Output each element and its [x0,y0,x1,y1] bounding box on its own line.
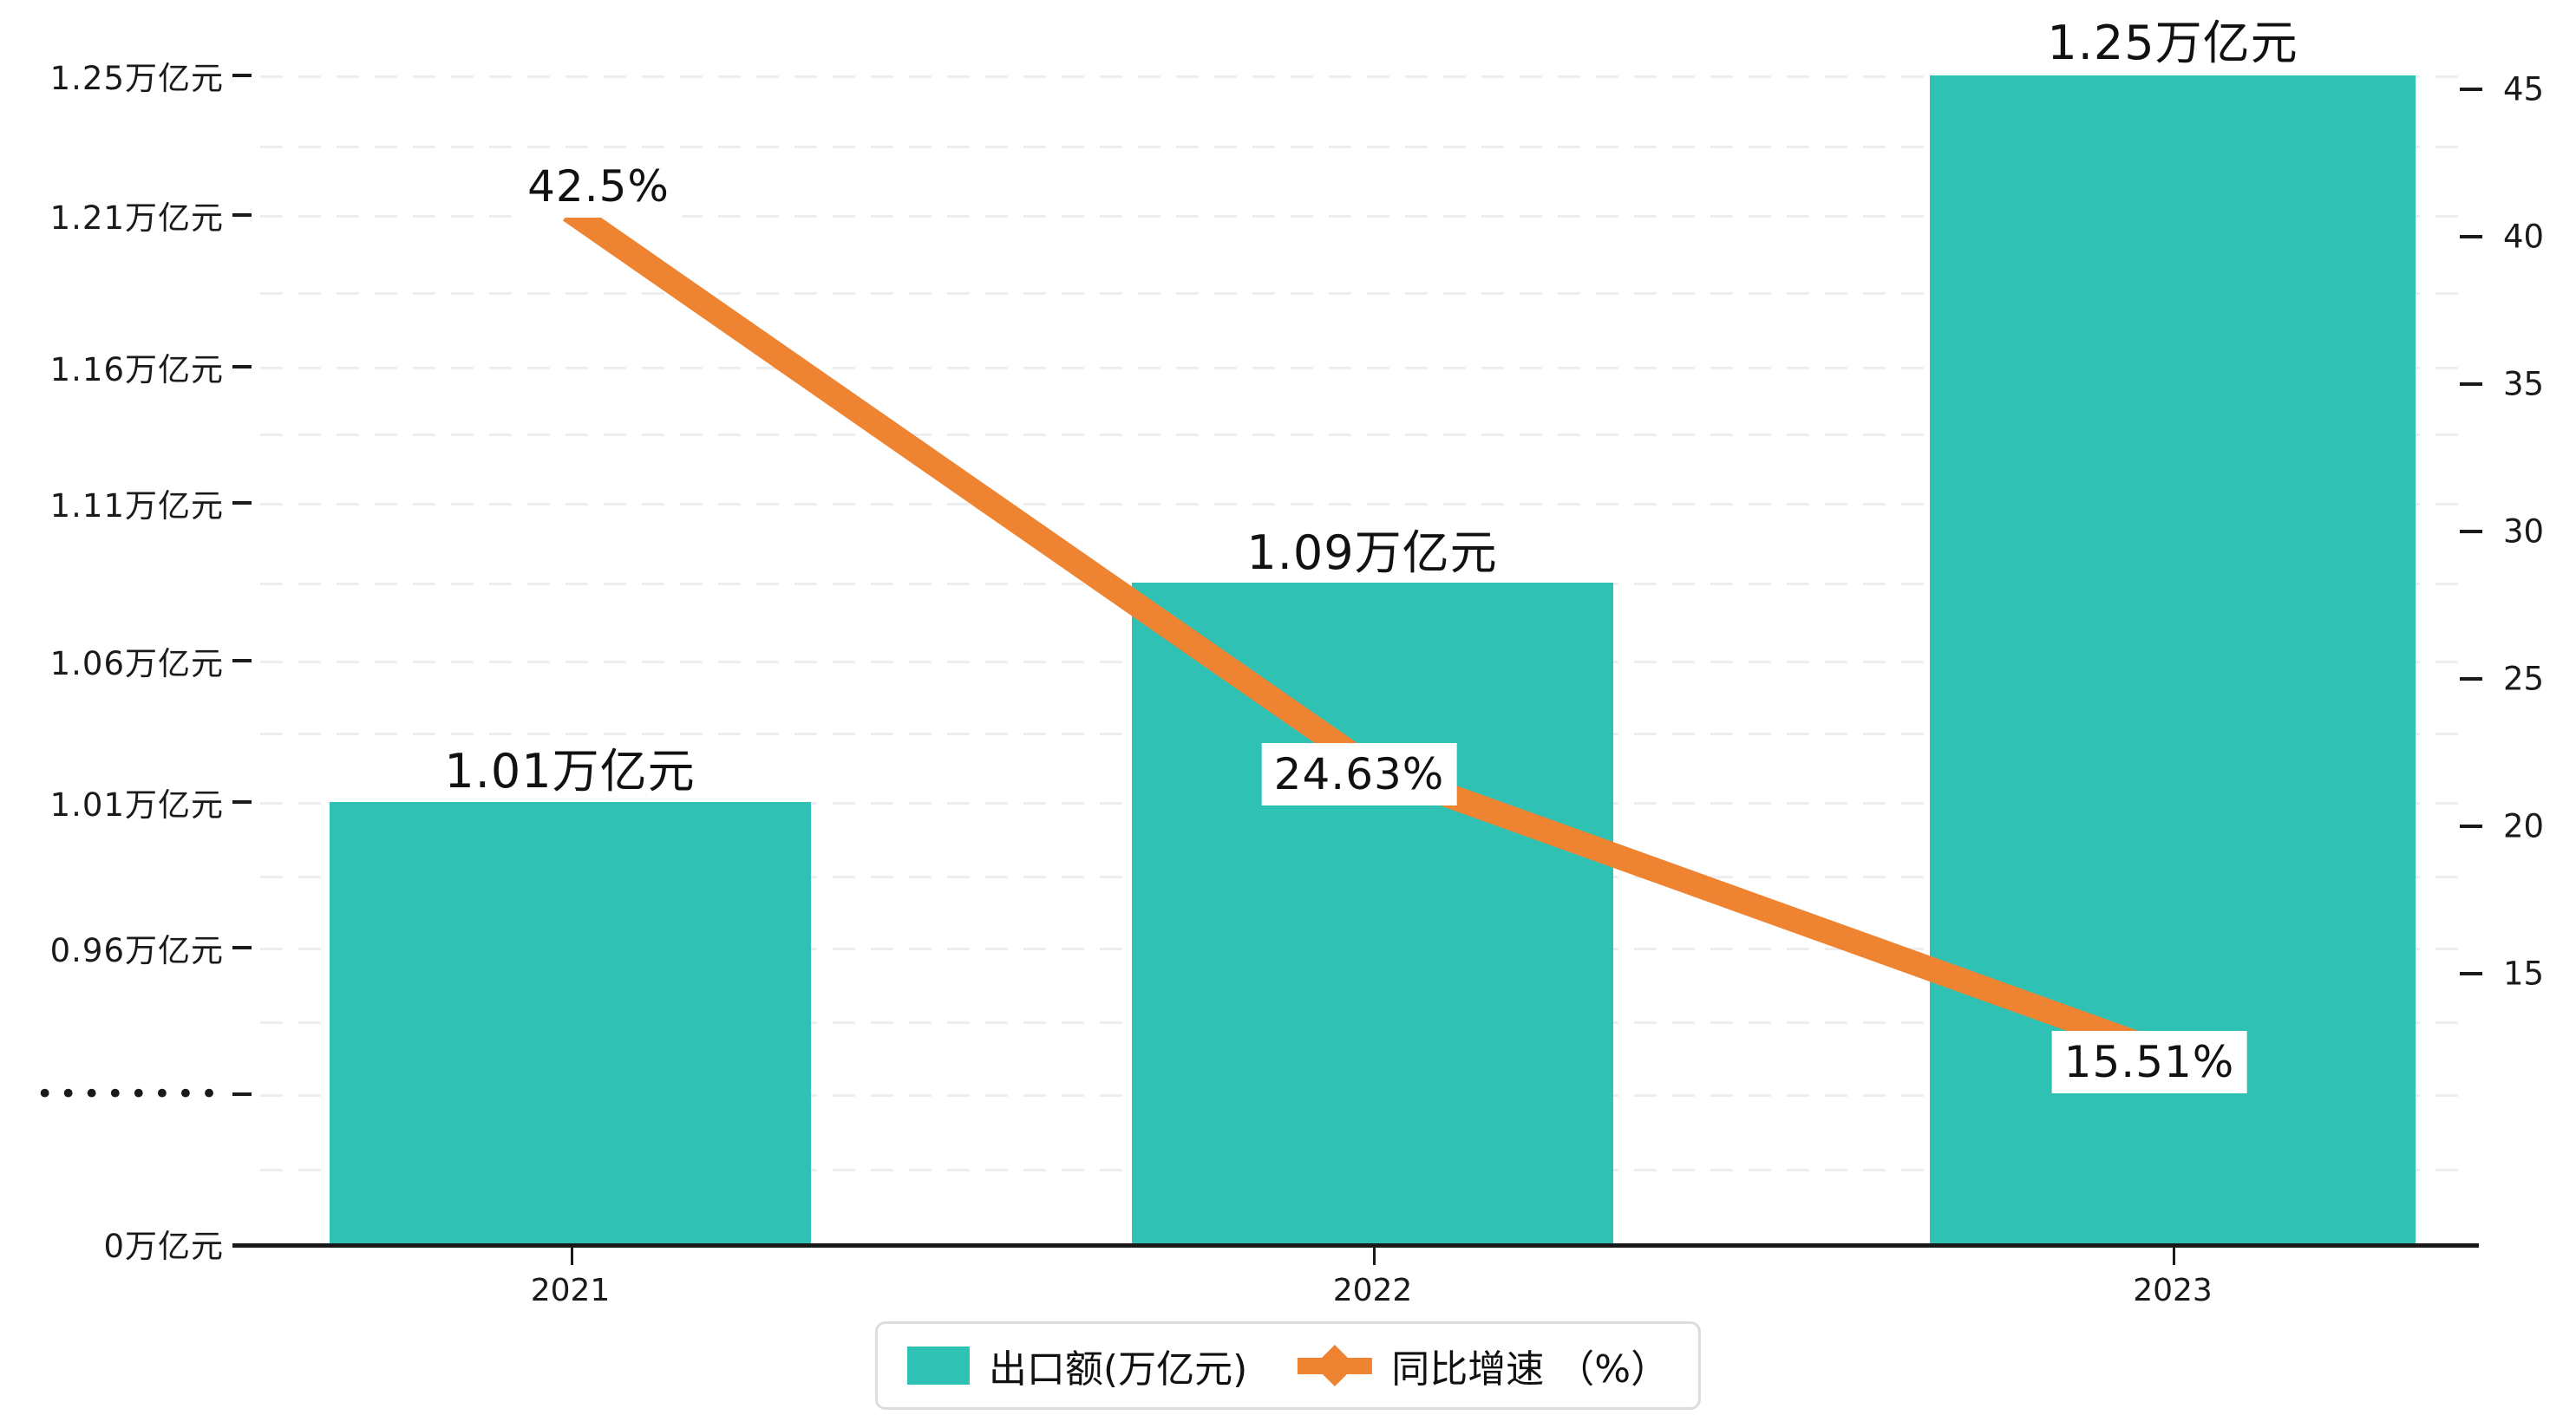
right-y-axis-tick-mark [2460,530,2482,533]
x-axis-tick-label: 2023 [2133,1273,2213,1308]
y-axis-tick-label: 1.01万亿元 [49,786,224,824]
right-y-axis-tick-label: 15 [2503,955,2545,993]
y-axis-tick-mark [232,365,252,368]
bar[interactable] [1132,583,1613,1243]
gridline [260,75,2467,78]
right-y-axis-tick-mark [2460,88,2482,91]
legend-line-diamond-marker-icon [1298,1344,1373,1387]
line-value-label: 15.51% [2051,1031,2247,1093]
x-axis-tick-label: 2021 [530,1273,611,1308]
bar-value-label: 1.01万亿元 [434,743,706,800]
right-y-axis-tick-label: 35 [2503,365,2545,403]
bar-value-label: 1.09万亿元 [1236,525,1508,582]
left-y-axis: 1.25万亿元 1.21万亿元 1.16万亿元 1.11万亿元 1.06万亿元 1.01万… [0,0,224,1415]
right-y-axis-tick-mark [2460,382,2482,386]
right-y-axis-tick-label: 20 [2503,807,2545,845]
y-axis-tick-label: 0.96万亿元 [49,932,224,969]
y-axis-tick-label: 1.06万亿元 [49,645,224,682]
y-axis-tick-label: 1.25万亿元 [49,60,224,97]
y-axis-tick-mark [232,501,252,505]
legend-item-label: 出口额(万亿元) [988,1347,1248,1392]
right-y-axis-tick-label: 40 [2503,218,2545,256]
y-axis-tick-mark [232,659,252,662]
y-axis-tick-mark [232,946,252,949]
right-y-axis: 45 40 35 30 25 20 15 [2455,0,2576,1415]
line-value-label: 42.5% [515,155,682,218]
x-axis-baseline [232,1243,2479,1248]
y-axis-tick-mark [232,74,252,77]
legend-item-line-series[interactable]: 同比增速 （%） [1298,1338,1669,1393]
x-axis-tick-mark [2173,1248,2175,1265]
legend-square-swatch-icon [906,1347,970,1385]
y-axis-tick-label: 1.21万亿元 [49,199,224,237]
right-y-axis-tick-mark [2460,677,2482,681]
right-y-axis-tick-label: 25 [2503,660,2545,698]
line-value-label: 24.63% [1261,743,1457,805]
x-axis-tick-label: 2022 [1332,1273,1413,1308]
y-axis-tick-label: 1.11万亿元 [49,487,224,525]
right-y-axis-tick-mark [2460,235,2482,238]
gridline [260,146,2467,148]
x-axis-tick-mark [1372,1248,1376,1265]
x-axis-tick-mark [570,1248,573,1265]
bar[interactable] [330,802,811,1243]
chart-legend[interactable]: 出口额(万亿元) 同比增速 （%） [874,1321,1702,1410]
y-axis-tick-mark [232,800,252,804]
bar-value-label: 1.25万亿元 [2037,15,2309,72]
y-axis-tick-label: •••••••• [36,1077,224,1112]
legend-item-bar-series[interactable]: 出口额(万亿元) [906,1338,1248,1393]
y-axis-tick-label: 0万亿元 [103,1228,224,1265]
y-axis-tick-mark [232,213,252,217]
right-y-axis-tick-label: 45 [2503,70,2545,108]
right-y-axis-tick-label: 30 [2503,512,2545,551]
y-axis-tick-label: 1.16万亿元 [49,351,224,388]
y-axis-tick-mark [232,1092,252,1096]
right-y-axis-tick-mark [2460,825,2482,828]
right-y-axis-tick-mark [2460,972,2482,975]
legend-item-label: 同比增速 （%） [1391,1347,1670,1392]
